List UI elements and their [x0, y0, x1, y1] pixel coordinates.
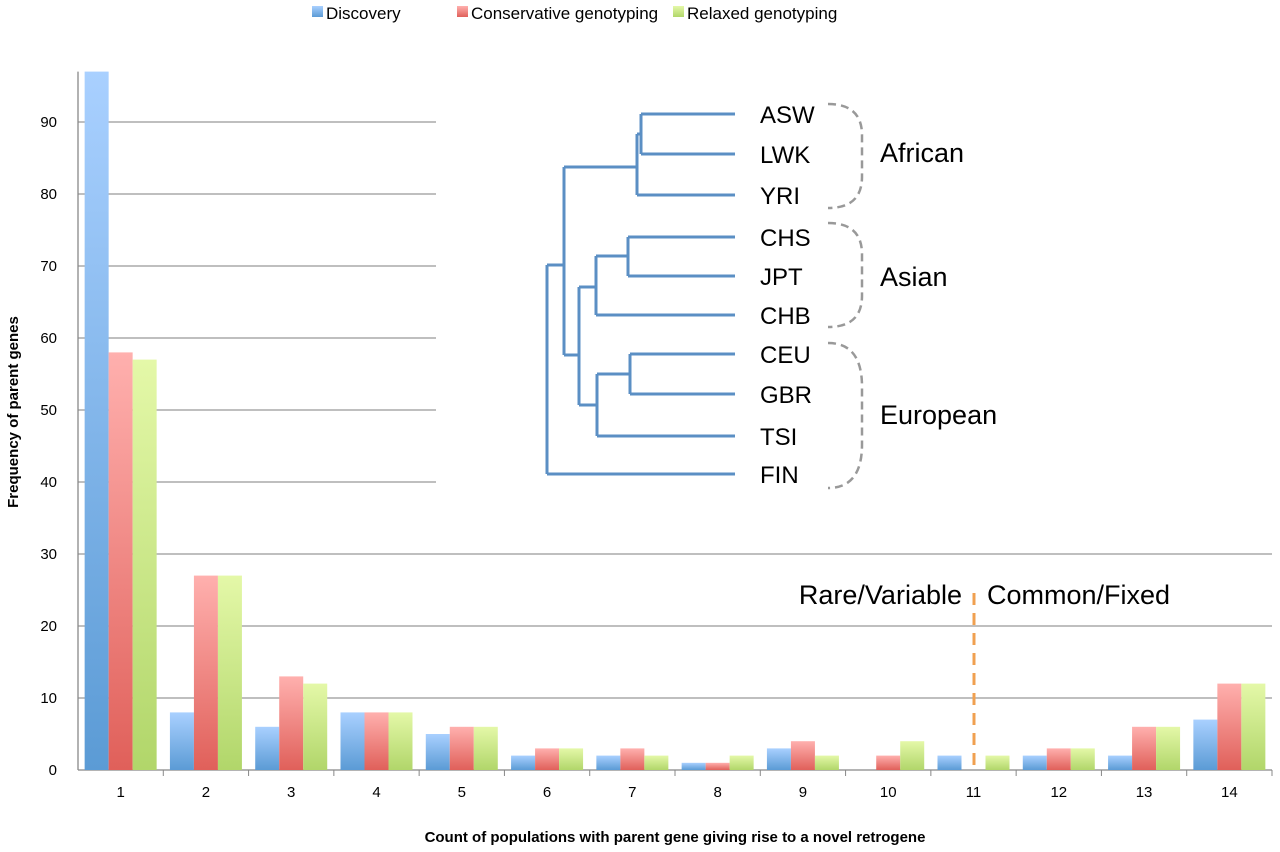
- bar-conservative-genotyping-7: [620, 748, 645, 770]
- bar-relaxed-genotyping-7: [644, 755, 669, 770]
- bar-relaxed-genotyping-10: [900, 741, 925, 770]
- inset-background: [436, 90, 1276, 520]
- legend-label: Relaxed genotyping: [687, 4, 837, 23]
- bar-relaxed-genotyping-9: [814, 755, 839, 770]
- tree-leaf-label: CHS: [760, 225, 811, 252]
- bar-discovery-6: [511, 755, 536, 770]
- bar-relaxed-genotyping-13: [1156, 726, 1181, 770]
- x-tick-label: 13: [1136, 784, 1153, 801]
- group-label: Asian: [880, 262, 948, 292]
- bar-relaxed-genotyping-8: [729, 755, 754, 770]
- bar-relaxed-genotyping-1: [132, 359, 157, 770]
- bar-discovery-13: [1108, 755, 1133, 770]
- bar-conservative-genotyping-9: [790, 741, 815, 770]
- bar-conservative-genotyping-4: [364, 712, 389, 770]
- bar-conservative-genotyping-12: [1046, 748, 1071, 770]
- bar-discovery-9: [766, 748, 791, 770]
- common-fixed-label: Common/Fixed: [987, 580, 1170, 610]
- bar-conservative-genotyping-8: [705, 762, 730, 770]
- group-bracket: [827, 102, 864, 210]
- bar-relaxed-genotyping-11: [985, 755, 1010, 770]
- x-tick-label: 7: [628, 784, 636, 801]
- x-tick-label: 4: [372, 784, 380, 801]
- legend-swatch: [312, 6, 323, 17]
- bar-relaxed-genotyping-12: [1070, 748, 1095, 770]
- bar-conservative-genotyping-6: [535, 748, 560, 770]
- bar-conservative-genotyping-14: [1217, 683, 1242, 770]
- tree-leaf-label: GBR: [760, 382, 812, 409]
- bar-relaxed-genotyping-5: [473, 726, 498, 770]
- bar-discovery-12: [1022, 755, 1047, 770]
- bar-relaxed-genotyping-3: [303, 683, 328, 770]
- tree-leaf-label: LWK: [760, 142, 810, 169]
- tree-leaf-label: ASW: [760, 102, 815, 129]
- y-tick-label: 60: [40, 330, 57, 347]
- legend-label: Conservative genotyping: [471, 4, 658, 23]
- legend-swatch: [457, 6, 468, 17]
- bar-conservative-genotyping-10: [876, 755, 901, 770]
- bar-conservative-genotyping-3: [279, 676, 304, 770]
- y-tick-label: 50: [40, 402, 57, 419]
- x-tick-label: 5: [458, 784, 466, 801]
- tree-leaf-label: CHB: [760, 303, 811, 330]
- y-tick-label: 0: [49, 762, 57, 779]
- x-tick-label: 2: [202, 784, 210, 801]
- bar-discovery-3: [255, 726, 280, 770]
- bar-relaxed-genotyping-14: [1241, 683, 1266, 770]
- x-tick-label: 1: [116, 784, 124, 801]
- y-tick-label: 70: [40, 258, 57, 275]
- y-tick-label: 40: [40, 474, 57, 491]
- x-tick-label: 10: [880, 784, 897, 801]
- legend-swatch: [673, 6, 684, 17]
- x-tick-label: 3: [287, 784, 295, 801]
- bar-relaxed-genotyping-6: [559, 748, 584, 770]
- bar-relaxed-genotyping-4: [388, 712, 413, 770]
- x-tick-label: 12: [1050, 784, 1067, 801]
- y-tick-label: 10: [40, 690, 57, 707]
- x-tick-label: 8: [713, 784, 721, 801]
- rare-variable-label: Rare/Variable: [799, 580, 962, 610]
- y-tick-label: 30: [40, 546, 57, 563]
- y-tick-label: 90: [40, 114, 57, 131]
- group-bracket: [827, 221, 864, 329]
- bar-discovery-11: [937, 755, 962, 770]
- tree-leaf-label: FIN: [760, 462, 799, 489]
- bar-discovery-14: [1193, 719, 1218, 770]
- tree-leaf-label: CEU: [760, 342, 811, 369]
- bar-relaxed-genotyping-2: [217, 575, 242, 770]
- bar-conservative-genotyping-5: [449, 726, 474, 770]
- x-tick-label: 14: [1221, 784, 1238, 801]
- y-axis-label: Frequency of parent genes: [5, 316, 22, 508]
- y-tick-label: 80: [40, 186, 57, 203]
- bar-discovery-4: [340, 712, 365, 770]
- bar-conservative-genotyping-13: [1132, 726, 1157, 770]
- group-bracket: [827, 341, 864, 490]
- group-label: European: [880, 400, 997, 430]
- bar-discovery-2: [169, 712, 194, 770]
- bar-conservative-genotyping-1: [108, 352, 133, 770]
- bar-discovery-5: [425, 734, 450, 770]
- tree-leaf-label: TSI: [760, 424, 797, 451]
- tree-leaf-label: JPT: [760, 264, 803, 291]
- legend-label: Discovery: [326, 4, 401, 23]
- bar-discovery-7: [596, 755, 621, 770]
- x-axis-label: Count of populations with parent gene gi…: [425, 829, 926, 846]
- x-tick-label: 11: [966, 784, 982, 801]
- bar-conservative-genotyping-2: [193, 575, 218, 770]
- x-tick-label: 9: [799, 784, 807, 801]
- bar-discovery-8: [681, 762, 706, 770]
- tree-leaf-label: YRI: [760, 183, 800, 210]
- y-tick-label: 20: [40, 618, 57, 635]
- x-tick-label: 6: [543, 784, 551, 801]
- bar-discovery-1: [84, 71, 109, 771]
- group-label: African: [880, 138, 964, 168]
